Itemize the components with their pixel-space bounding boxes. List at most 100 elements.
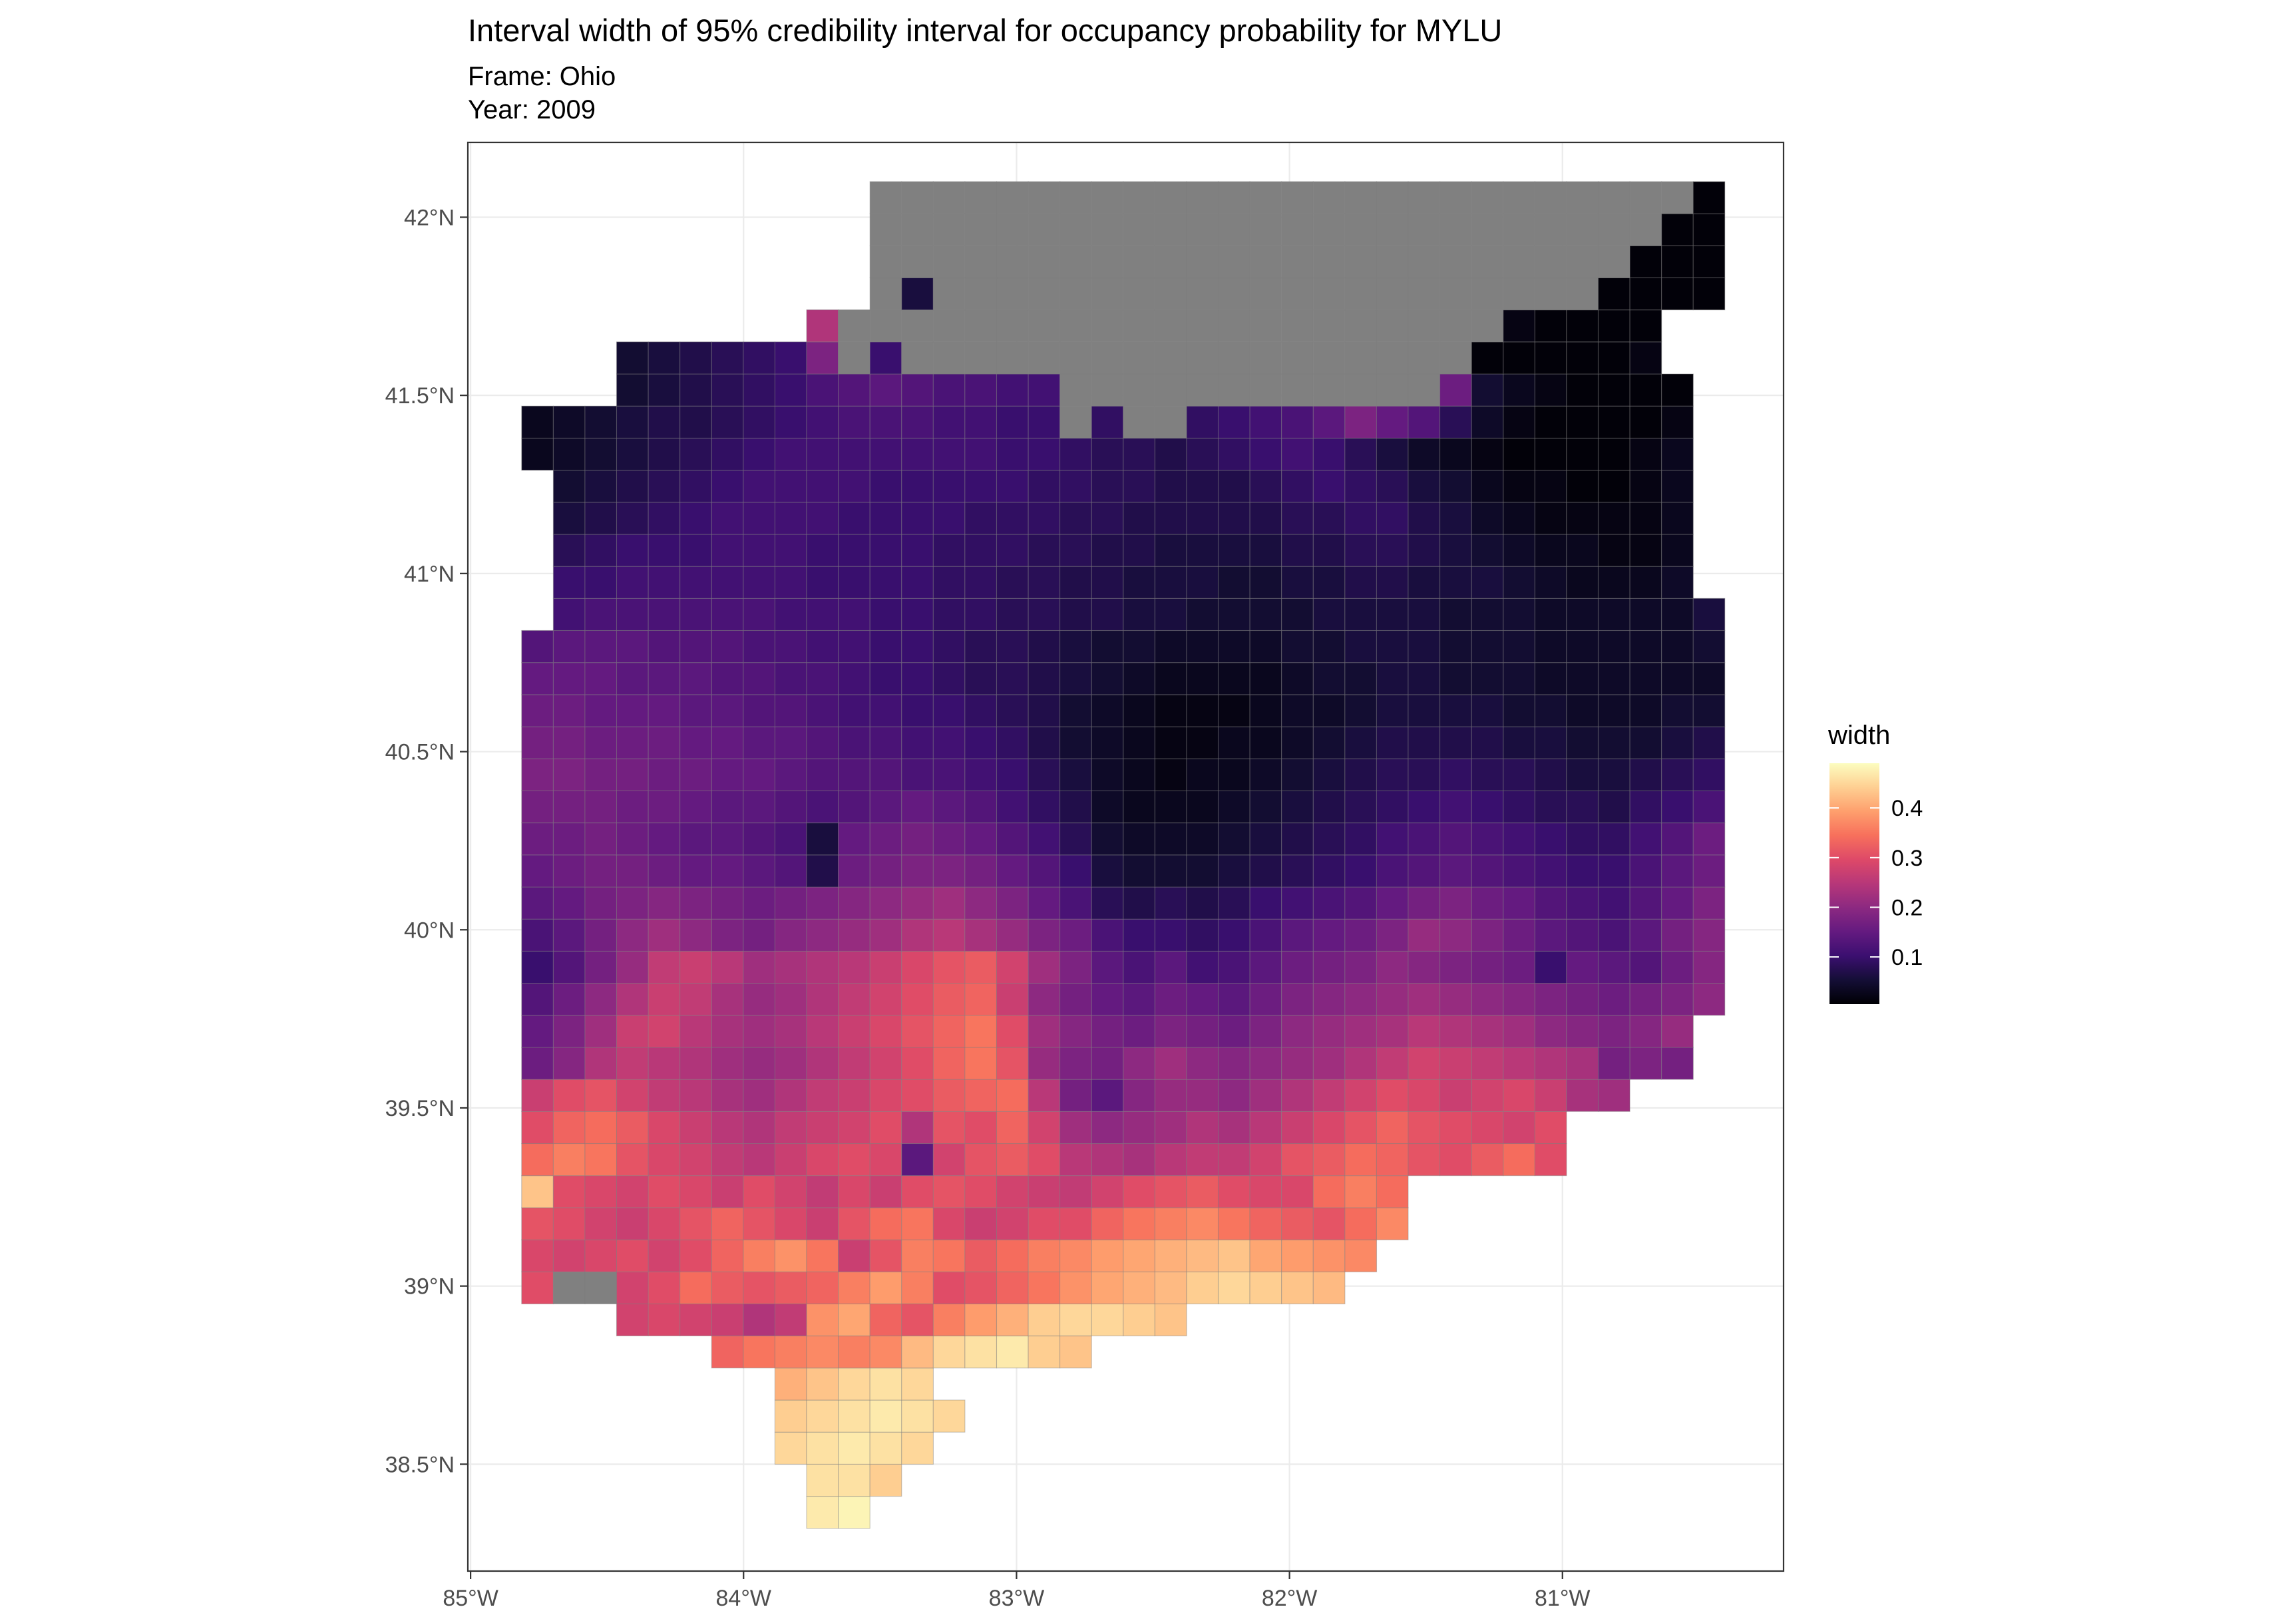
cell	[616, 758, 649, 792]
cell	[1154, 918, 1187, 952]
cell	[648, 886, 681, 920]
cell	[648, 1239, 681, 1272]
cell	[1661, 790, 1694, 824]
cell	[1123, 726, 1155, 759]
cell	[711, 886, 744, 920]
cell-na	[1249, 277, 1282, 311]
cell	[1692, 726, 1726, 759]
cell	[1154, 437, 1187, 471]
cell	[743, 502, 776, 535]
cell	[679, 1143, 712, 1176]
cell	[1123, 1047, 1155, 1080]
cell	[1534, 950, 1567, 984]
cell	[1059, 694, 1092, 727]
cell	[806, 950, 839, 984]
cell	[1249, 405, 1282, 439]
cell	[648, 822, 681, 856]
cell	[932, 566, 966, 599]
cell	[1091, 822, 1124, 856]
cell	[1597, 854, 1630, 888]
cell	[1028, 983, 1061, 1016]
cell	[584, 1111, 618, 1145]
cell	[1091, 1143, 1124, 1176]
cell	[743, 726, 776, 759]
cell	[1471, 662, 1504, 695]
cell	[1503, 886, 1535, 920]
cell	[1439, 918, 1472, 952]
cell	[838, 758, 870, 792]
cell-na	[1281, 181, 1314, 214]
cell	[1534, 854, 1567, 888]
cell	[1471, 1047, 1504, 1080]
cell-na	[1186, 309, 1219, 343]
cell	[1439, 502, 1472, 535]
cell	[1376, 950, 1409, 984]
cell	[711, 1207, 744, 1240]
cell	[552, 854, 586, 888]
cell	[1471, 854, 1504, 888]
cell	[552, 502, 586, 535]
cell	[1503, 694, 1535, 727]
cell	[774, 341, 807, 375]
cell	[1123, 1303, 1155, 1337]
cell-na	[1408, 213, 1441, 246]
cell	[1566, 1079, 1599, 1112]
chart-title: Interval width of 95% credibility interv…	[468, 13, 1502, 48]
cell	[964, 1079, 998, 1112]
cell	[1312, 534, 1346, 567]
cell	[964, 1015, 998, 1048]
cell	[1186, 1175, 1219, 1208]
cell	[1154, 1175, 1187, 1208]
cell	[521, 886, 554, 920]
cell	[869, 566, 902, 599]
cell	[1217, 790, 1250, 824]
cell	[806, 694, 839, 727]
panel-border	[467, 141, 1785, 1572]
cell	[679, 918, 712, 952]
cell	[1408, 822, 1441, 856]
cell	[838, 405, 870, 439]
cell-na	[1661, 181, 1694, 214]
cell	[1597, 502, 1630, 535]
cell	[616, 726, 649, 759]
cell	[901, 1079, 934, 1112]
cell	[806, 1496, 839, 1529]
cell	[648, 1271, 681, 1305]
cell	[616, 694, 649, 727]
cell	[774, 1047, 807, 1080]
cell	[584, 918, 618, 952]
cell	[521, 1175, 554, 1208]
cell	[1281, 983, 1314, 1016]
cell	[932, 758, 966, 792]
cell	[1028, 918, 1061, 952]
cell-na	[1217, 277, 1250, 311]
cell	[679, 470, 712, 503]
cell	[1376, 437, 1409, 471]
cell	[1217, 1143, 1250, 1176]
cell	[1629, 918, 1662, 952]
cell-na	[1217, 373, 1250, 407]
cell	[743, 694, 776, 727]
cell	[521, 1015, 554, 1048]
cell	[1059, 470, 1092, 503]
cell	[1408, 983, 1441, 1016]
cell	[679, 822, 712, 856]
cell	[648, 950, 681, 984]
cell	[869, 470, 902, 503]
cell	[838, 1463, 870, 1497]
cell	[1566, 854, 1599, 888]
x-axis: 85°W 84°W 83°W 82°W 81°W	[443, 1571, 1591, 1611]
cell	[1028, 822, 1061, 856]
cell	[1154, 662, 1187, 695]
cell	[679, 790, 712, 824]
cell	[1217, 1111, 1250, 1145]
cell	[1091, 1271, 1124, 1305]
cell	[679, 1271, 712, 1305]
cell	[1312, 950, 1346, 984]
cell	[932, 1175, 966, 1208]
cell	[584, 726, 618, 759]
cell	[1629, 822, 1662, 856]
cell	[901, 437, 934, 471]
cell	[1312, 662, 1346, 695]
cell	[679, 758, 712, 792]
